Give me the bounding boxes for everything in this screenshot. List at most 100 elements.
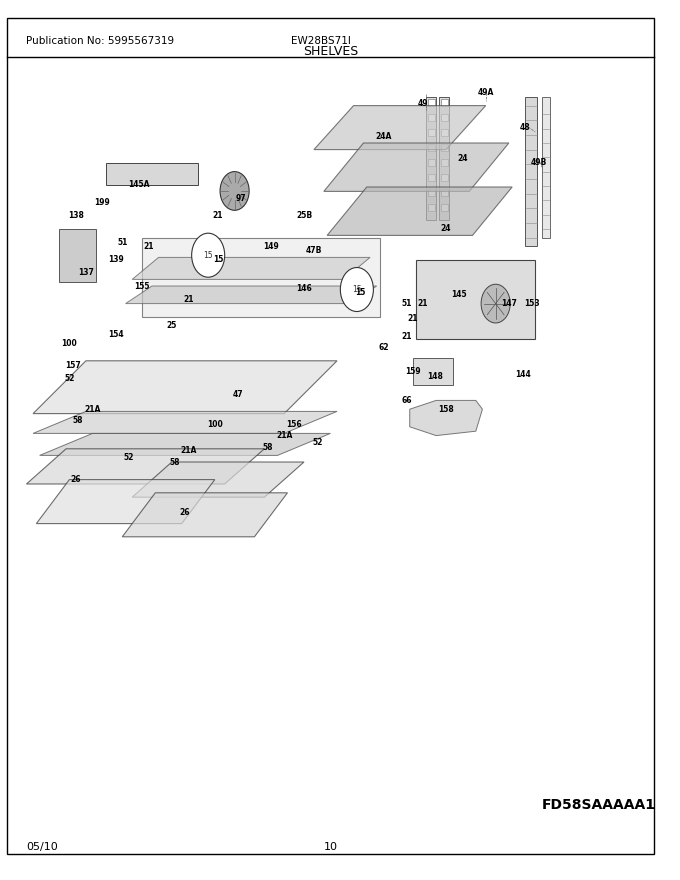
Bar bbox=[413, 358, 453, 385]
Text: 52: 52 bbox=[124, 453, 134, 462]
Text: 58: 58 bbox=[170, 458, 180, 466]
Text: 144: 144 bbox=[515, 370, 531, 378]
Polygon shape bbox=[39, 434, 330, 456]
Bar bbox=[542, 97, 550, 238]
Text: 21A: 21A bbox=[276, 431, 292, 440]
Text: 21A: 21A bbox=[84, 405, 101, 414]
Polygon shape bbox=[27, 449, 265, 484]
Bar bbox=[428, 159, 435, 166]
Text: 145: 145 bbox=[452, 290, 467, 299]
Text: 156: 156 bbox=[286, 420, 302, 429]
Text: 24: 24 bbox=[458, 154, 468, 163]
Text: 145A: 145A bbox=[128, 180, 150, 189]
Text: 97: 97 bbox=[236, 194, 247, 202]
Bar bbox=[426, 97, 436, 220]
Text: 47: 47 bbox=[233, 390, 243, 399]
Bar bbox=[441, 159, 448, 166]
Text: 154: 154 bbox=[108, 330, 124, 339]
Text: 15: 15 bbox=[213, 255, 223, 264]
Text: 138: 138 bbox=[68, 211, 84, 220]
Text: 24: 24 bbox=[441, 224, 452, 233]
Text: 58: 58 bbox=[262, 443, 273, 451]
Text: 52: 52 bbox=[312, 438, 322, 447]
Text: 26: 26 bbox=[180, 508, 190, 517]
Text: 21: 21 bbox=[183, 295, 194, 304]
Text: 58: 58 bbox=[73, 416, 83, 425]
Text: 51: 51 bbox=[401, 299, 411, 308]
Polygon shape bbox=[36, 480, 215, 524]
Text: 146: 146 bbox=[296, 284, 312, 293]
Text: 21: 21 bbox=[408, 314, 418, 323]
Text: 66: 66 bbox=[401, 396, 411, 405]
Bar bbox=[428, 143, 435, 150]
Text: 49B: 49B bbox=[530, 158, 547, 167]
Text: 148: 148 bbox=[427, 372, 443, 381]
Text: 25: 25 bbox=[167, 321, 177, 330]
Text: 15: 15 bbox=[352, 285, 362, 294]
Bar bbox=[428, 174, 435, 181]
Circle shape bbox=[481, 284, 510, 323]
Text: 25B: 25B bbox=[296, 211, 312, 220]
Text: 199: 199 bbox=[95, 198, 110, 207]
Bar bbox=[441, 204, 448, 211]
Polygon shape bbox=[324, 143, 509, 192]
Text: 21: 21 bbox=[213, 211, 223, 220]
Bar bbox=[441, 114, 448, 121]
Bar bbox=[428, 99, 435, 106]
Text: 10: 10 bbox=[324, 841, 337, 852]
Polygon shape bbox=[122, 493, 288, 537]
Bar bbox=[105, 163, 199, 185]
Bar bbox=[441, 143, 448, 150]
Text: 155: 155 bbox=[135, 282, 150, 290]
Bar bbox=[441, 174, 448, 181]
Bar bbox=[441, 128, 448, 136]
Text: SHELVES: SHELVES bbox=[303, 45, 358, 57]
Text: 62: 62 bbox=[378, 343, 388, 352]
Polygon shape bbox=[132, 462, 304, 497]
Text: 15: 15 bbox=[203, 251, 213, 260]
Bar bbox=[428, 114, 435, 121]
Text: 49A: 49A bbox=[477, 88, 494, 97]
Text: 21: 21 bbox=[143, 242, 154, 251]
Polygon shape bbox=[314, 106, 486, 150]
Text: 21A: 21A bbox=[180, 446, 197, 455]
Text: 47B: 47B bbox=[306, 246, 322, 255]
Text: 137: 137 bbox=[78, 268, 94, 277]
Polygon shape bbox=[410, 400, 482, 436]
Bar bbox=[441, 99, 448, 106]
Circle shape bbox=[192, 233, 224, 277]
Bar bbox=[428, 189, 435, 196]
Polygon shape bbox=[126, 286, 377, 304]
Text: 139: 139 bbox=[107, 255, 124, 264]
Bar bbox=[526, 97, 537, 246]
Circle shape bbox=[220, 172, 249, 210]
Polygon shape bbox=[327, 187, 512, 235]
Bar bbox=[428, 204, 435, 211]
Text: 21: 21 bbox=[401, 332, 411, 341]
Text: 21: 21 bbox=[418, 299, 428, 308]
Text: 100: 100 bbox=[207, 420, 222, 429]
Circle shape bbox=[341, 268, 373, 312]
Text: 153: 153 bbox=[524, 299, 540, 308]
Text: Publication No: 5995567319: Publication No: 5995567319 bbox=[27, 36, 175, 47]
Polygon shape bbox=[33, 412, 337, 433]
Text: 158: 158 bbox=[438, 405, 454, 414]
Text: 24A: 24A bbox=[375, 132, 392, 141]
Text: 05/10: 05/10 bbox=[27, 841, 58, 852]
Bar bbox=[439, 97, 449, 220]
Text: 100: 100 bbox=[61, 339, 78, 348]
Text: 48: 48 bbox=[520, 123, 530, 132]
Text: EW28BS71I: EW28BS71I bbox=[291, 36, 351, 47]
Polygon shape bbox=[59, 229, 96, 282]
Text: 49: 49 bbox=[418, 99, 428, 108]
Polygon shape bbox=[142, 238, 380, 317]
Bar bbox=[416, 260, 535, 339]
Bar bbox=[428, 128, 435, 136]
Text: 149: 149 bbox=[263, 242, 279, 251]
Text: 51: 51 bbox=[117, 238, 127, 246]
Text: 159: 159 bbox=[405, 367, 421, 376]
Polygon shape bbox=[132, 258, 370, 280]
Text: 15: 15 bbox=[355, 288, 365, 297]
Text: 52: 52 bbox=[64, 374, 75, 383]
Text: 26: 26 bbox=[71, 475, 81, 484]
